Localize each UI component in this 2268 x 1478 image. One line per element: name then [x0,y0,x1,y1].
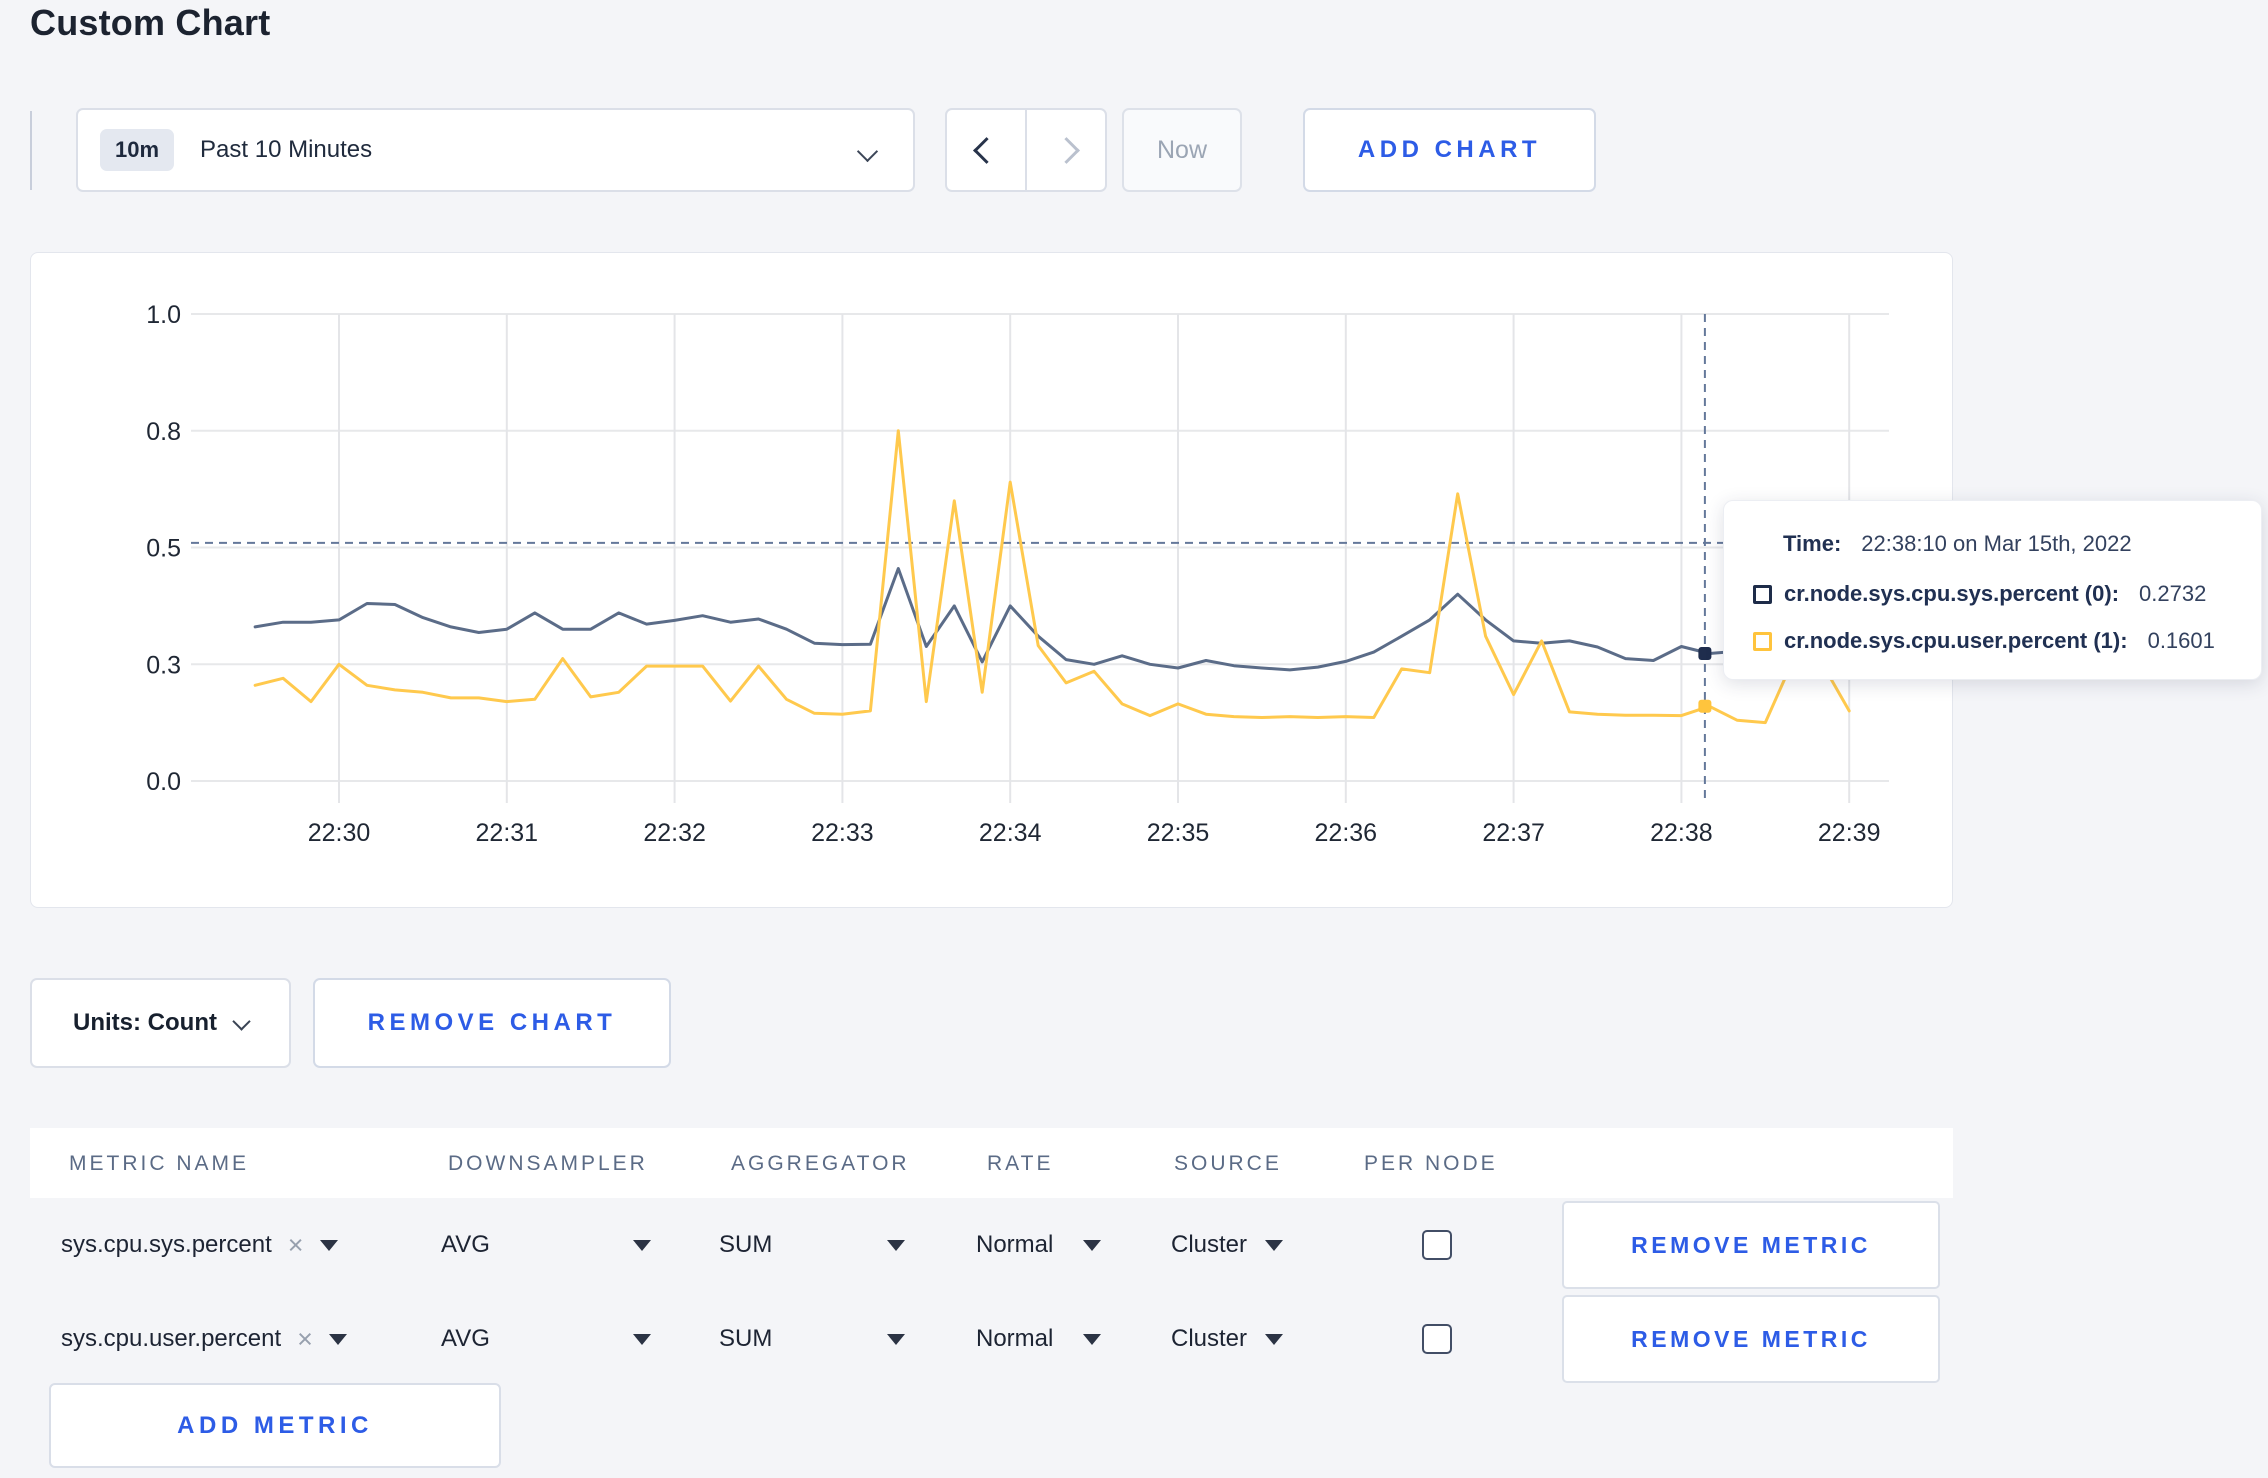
units-label: Units: Count [73,1009,217,1036]
rate-select[interactable]: Normal [976,1200,1101,1290]
chevron-left-icon [972,136,1000,164]
add-metric-button[interactable]: ADD METRIC [49,1383,501,1468]
per-node-checkbox[interactable] [1422,1324,1452,1354]
remove-metric-button[interactable]: REMOVE METRIC [1562,1295,1940,1383]
column-header-per-node: PER NODE [1364,1152,1498,1175]
remove-chart-button[interactable]: REMOVE CHART [313,978,671,1068]
remove-metric-button[interactable]: REMOVE METRIC [1562,1201,1940,1289]
add-chart-button[interactable]: ADD CHART [1303,108,1596,192]
per-node-checkbox[interactable] [1422,1230,1452,1260]
tooltip-series-value: 0.1601 [2147,628,2215,653]
column-header-aggregator: AGGREGATOR [731,1152,910,1175]
time-range-select[interactable]: 10m Past 10 Minutes [76,108,915,192]
svg-text:22:37: 22:37 [1482,819,1545,847]
svg-text:22:38: 22:38 [1650,819,1713,847]
column-header-metric-name: METRIC NAME [69,1152,249,1175]
clear-metric-icon[interactable]: × [297,1323,313,1354]
clear-metric-icon[interactable]: × [287,1229,304,1260]
toolbar-left-rule [30,111,32,190]
chevron-down-icon [232,1011,251,1031]
caret-down-icon [1083,1333,1101,1345]
rate-select[interactable]: Normal [976,1294,1101,1384]
svg-text:22:31: 22:31 [476,819,539,847]
source-select[interactable]: Cluster [1171,1294,1283,1384]
downsampler-select[interactable]: AVG [441,1200,651,1290]
series-user-swatch-icon [1753,631,1772,651]
source-value: Cluster [1171,1231,1248,1258]
downsampler-value: AVG [441,1231,490,1258]
rate-value: Normal [976,1325,1054,1352]
metric-name-select[interactable]: sys.cpu.sys.percent × [61,1200,338,1290]
svg-text:1.0: 1.0 [146,301,181,329]
svg-text:0.8: 0.8 [146,418,181,446]
caret-down-icon [328,1333,347,1345]
time-range-badge: 10m [100,129,175,171]
svg-text:0.3: 0.3 [146,651,181,679]
metric-row: sys.cpu.sys.percent × AVG SUM Normal Clu… [30,1200,1953,1290]
metrics-table-header: METRIC NAME DOWNSAMPLER AGGREGATOR RATE … [30,1128,1953,1198]
units-select[interactable]: Units: Count [30,978,291,1068]
chart-svg[interactable]: 0.0 0.3 0.5 0.8 1.0 22:30 22:31 22:32 22:33 22:34… [31,253,1954,909]
metric-name-label: sys.cpu.user.percent [61,1325,282,1352]
metric-row: sys.cpu.user.percent × AVG SUM Normal Cl… [30,1294,1953,1384]
prev-range-button[interactable] [947,110,1027,190]
svg-text:22:34: 22:34 [979,819,1042,847]
tooltip-time-value: 22:38:10 on Mar 15th, 2022 [1861,531,2132,556]
caret-down-icon [1265,1239,1283,1251]
tooltip-series-row: cr.node.sys.cpu.user.percent (1): 0.1601 [1753,626,2215,656]
source-value: Cluster [1171,1325,1248,1352]
tooltip-series-value: 0.2732 [2139,581,2207,606]
time-range-label: Past 10 Minutes [200,136,373,163]
column-header-rate: RATE [987,1152,1054,1175]
svg-text:22:33: 22:33 [811,819,874,847]
metric-name-select[interactable]: sys.cpu.user.percent × [61,1294,347,1384]
svg-text:22:36: 22:36 [1315,819,1378,847]
column-header-source: SOURCE [1174,1152,1282,1175]
source-select[interactable]: Cluster [1171,1200,1283,1290]
chevron-right-icon [1052,136,1080,164]
downsampler-value: AVG [441,1325,490,1352]
aggregator-select[interactable]: SUM [719,1294,905,1384]
svg-text:0.5: 0.5 [146,535,181,563]
downsampler-select[interactable]: AVG [441,1294,651,1384]
now-button[interactable]: Now [1122,108,1242,192]
tooltip-series-label: cr.node.sys.cpu.user.percent (1): [1784,628,2128,653]
time-range-pager [945,108,1107,192]
svg-text:22:35: 22:35 [1147,819,1210,847]
caret-down-icon [319,1239,338,1251]
rate-value: Normal [976,1231,1054,1258]
series-sys-swatch-icon [1753,584,1772,604]
caret-down-icon [887,1239,905,1251]
svg-text:22:32: 22:32 [643,819,706,847]
caret-down-icon [633,1333,651,1345]
svg-text:22:39: 22:39 [1818,819,1881,847]
metric-name-label: sys.cpu.sys.percent [61,1231,272,1258]
aggregator-value: SUM [719,1325,773,1352]
caret-down-icon [633,1239,651,1251]
tooltip-time-row: Time: 22:38:10 on Mar 15th, 2022 [1783,529,2132,559]
column-header-downsampler: DOWNSAMPLER [448,1152,648,1175]
caret-down-icon [1265,1333,1283,1345]
svg-text:22:30: 22:30 [308,819,371,847]
chart-tooltip: Time: 22:38:10 on Mar 15th, 2022 cr.node… [1723,500,2262,680]
tooltip-series-row: cr.node.sys.cpu.sys.percent (0): 0.2732 [1753,579,2206,609]
tooltip-series-label: cr.node.sys.cpu.sys.percent (0): [1784,581,2120,606]
svg-text:0.0: 0.0 [146,768,181,796]
aggregator-select[interactable]: SUM [719,1200,905,1290]
chevron-down-icon [856,140,879,163]
aggregator-value: SUM [719,1231,773,1258]
next-range-button[interactable] [1027,110,1105,190]
caret-down-icon [1083,1239,1101,1251]
tooltip-time-label: Time: [1783,531,1842,556]
chart-card: 0.0 0.3 0.5 0.8 1.0 22:30 22:31 22:32 22:33 22:34… [30,252,1953,908]
page-title: Custom Chart [30,2,271,43]
caret-down-icon [887,1333,905,1345]
